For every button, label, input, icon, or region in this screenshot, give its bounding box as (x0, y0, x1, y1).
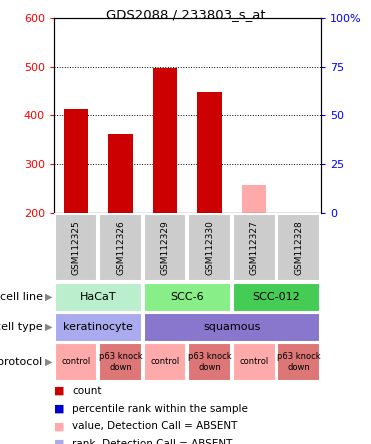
Text: percentile rank within the sample: percentile rank within the sample (72, 404, 248, 414)
Text: SCC-6: SCC-6 (171, 292, 204, 302)
Bar (55, 282, 142, 312)
Bar (277, 214, 320, 281)
Bar (286, 213, 311, 258)
Bar (233, 214, 276, 281)
Text: count: count (72, 386, 102, 396)
Bar (99, 214, 142, 281)
Bar (55, 343, 98, 381)
Text: ▶: ▶ (45, 322, 52, 332)
Bar (64, 109, 88, 213)
Text: GSM112328: GSM112328 (294, 220, 303, 275)
Bar (233, 282, 320, 312)
Bar (277, 343, 320, 381)
Text: SCC-012: SCC-012 (253, 292, 300, 302)
Text: GSM112327: GSM112327 (250, 220, 259, 275)
Text: ■: ■ (54, 404, 64, 414)
Text: protocol: protocol (0, 357, 43, 367)
Bar (55, 313, 142, 342)
Bar (197, 92, 222, 213)
Bar (108, 134, 133, 213)
Bar (144, 282, 231, 312)
Text: p63 knock
down: p63 knock down (188, 352, 232, 372)
Text: cell type: cell type (0, 322, 43, 332)
Bar (242, 185, 266, 213)
Bar (188, 214, 231, 281)
Text: squamous: squamous (203, 322, 260, 332)
Text: cell line: cell line (0, 292, 43, 302)
Text: GSM112326: GSM112326 (116, 220, 125, 275)
Text: ▶: ▶ (45, 292, 52, 302)
Bar (144, 313, 320, 342)
Text: control: control (62, 357, 91, 366)
Text: GSM112325: GSM112325 (72, 220, 81, 275)
Text: GSM112329: GSM112329 (161, 220, 170, 275)
Text: ▶: ▶ (45, 357, 52, 367)
Text: control: control (240, 357, 269, 366)
Text: GSM112330: GSM112330 (205, 220, 214, 275)
Text: ■: ■ (54, 386, 64, 396)
Text: control: control (151, 357, 180, 366)
Bar (233, 343, 276, 381)
Bar (55, 214, 98, 281)
Text: p63 knock
down: p63 knock down (99, 352, 142, 372)
Text: HaCaT: HaCaT (80, 292, 116, 302)
Bar (144, 343, 187, 381)
Bar (153, 68, 177, 213)
Bar (99, 343, 142, 381)
Text: value, Detection Call = ABSENT: value, Detection Call = ABSENT (72, 421, 238, 432)
Bar (188, 343, 231, 381)
Text: ■: ■ (54, 439, 64, 444)
Text: keratinocyte: keratinocyte (63, 322, 133, 332)
Text: p63 knock
down: p63 knock down (277, 352, 321, 372)
Bar (144, 214, 187, 281)
Text: ■: ■ (54, 421, 64, 432)
Text: rank, Detection Call = ABSENT: rank, Detection Call = ABSENT (72, 439, 233, 444)
Text: GDS2088 / 233803_s_at: GDS2088 / 233803_s_at (106, 8, 265, 21)
